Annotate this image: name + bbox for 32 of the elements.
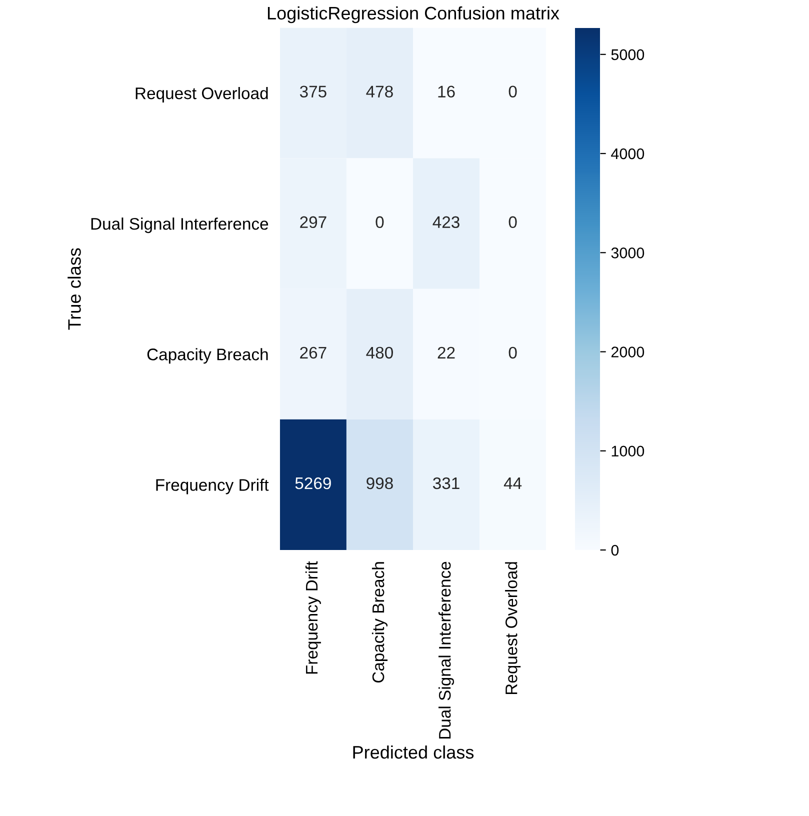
data-label: 0 <box>508 86 517 98</box>
data-label: 5269 <box>295 477 331 490</box>
data-label: 331 <box>433 477 460 490</box>
data-label: 267 <box>300 346 326 359</box>
x-axis-title: Predicted class <box>353 745 474 759</box>
color-bar-label: 0 <box>611 544 619 556</box>
data-label: 0 <box>508 346 517 359</box>
data-label: 44 <box>504 478 522 490</box>
data-label: 375 <box>300 86 326 98</box>
data-label: 297 <box>300 216 326 228</box>
color-bar-label: 1000 <box>612 446 644 457</box>
data-label: 22 <box>438 346 455 358</box>
color-bar-label: 2000 <box>611 346 644 358</box>
y-tick-label: Capacity Breach <box>147 348 268 364</box>
data-label: 16 <box>438 86 455 98</box>
color-bar-label: 3000 <box>611 248 644 258</box>
data-label: 0 <box>508 216 517 228</box>
y-tick-label: Dual Signal Interference <box>91 218 268 234</box>
x-tick-label: Dual Signal Interference <box>438 562 454 739</box>
x-tick-label: Request Overload <box>505 562 521 694</box>
data-label: 0 <box>376 216 384 228</box>
data-label: 480 <box>366 346 393 359</box>
y-axis-title: True class <box>68 248 81 330</box>
y-tick-label: Request Overload <box>136 86 268 103</box>
y-tick-label: Frequency Drift <box>156 478 269 494</box>
x-tick-label: Capacity Breach <box>372 562 388 683</box>
data-label: 423 <box>432 216 460 228</box>
chart-title: LogisticRegression Confusion matrix <box>268 6 560 24</box>
color-bar-label: 4000 <box>611 148 644 160</box>
data-label: 478 <box>366 86 393 98</box>
data-label: 998 <box>366 477 393 490</box>
color-bar-label: 5000 <box>611 49 644 60</box>
